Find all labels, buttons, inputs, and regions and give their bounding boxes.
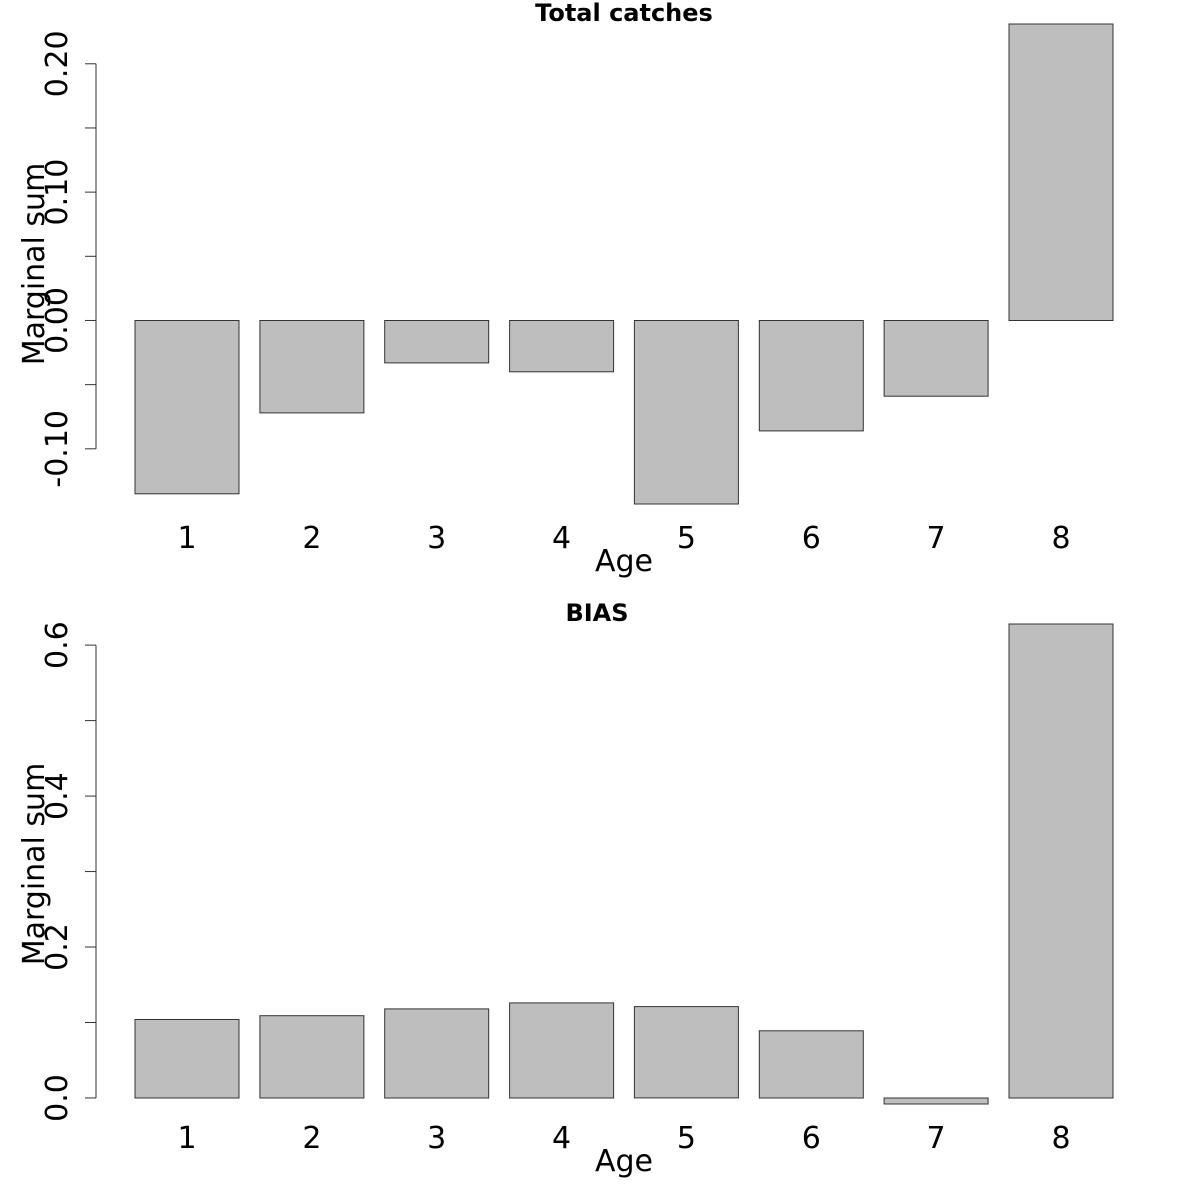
x-tick-label: 6 [802, 521, 821, 556]
y-tick-label: 0.20 [40, 30, 75, 97]
bar-age-4 [509, 1002, 615, 1099]
x-axis-tick-labels: 1 2 3 4 5 6 7 8 [177, 1121, 1070, 1156]
x-tick-label: 2 [302, 521, 321, 556]
y-tick-label: 0.6 [40, 621, 75, 669]
chart-title: Total catches [535, 0, 713, 27]
y-tick-label: 0.4 [40, 772, 75, 820]
y-tick-label: -0.10 [40, 410, 75, 488]
y-tick-label: 0.10 [40, 159, 75, 226]
bar-age-1 [134, 1019, 240, 1099]
bar-age-5 [633, 1006, 739, 1099]
chart-title: BIAS [565, 599, 628, 627]
bar-group [134, 623, 1114, 1105]
y-tick-label: 0.0 [40, 1074, 75, 1122]
bar-age-7 [883, 320, 989, 397]
x-tick-label: 4 [552, 521, 571, 556]
bar-age-5 [633, 320, 739, 505]
x-tick-label: 1 [177, 521, 196, 556]
y-axis: -0.10 0.00 0.10 0.20 [40, 30, 97, 488]
x-tick-label: 8 [1051, 521, 1070, 556]
x-tick-label: 5 [677, 521, 696, 556]
y-axis: 0.0 0.2 0.4 0.6 [40, 621, 97, 1122]
x-tick-label: 7 [927, 1121, 946, 1156]
y-tick-label: 0.2 [40, 923, 75, 971]
x-tick-label: 7 [927, 521, 946, 556]
bar-age-8 [1008, 23, 1114, 321]
x-tick-label: 3 [427, 1121, 446, 1156]
y-axis-label: Marginal sum [17, 163, 52, 366]
x-tick-label: 8 [1051, 1121, 1070, 1156]
bar-age-8 [1008, 623, 1114, 1099]
bar-age-2 [259, 320, 365, 414]
x-tick-label: 2 [302, 1121, 321, 1156]
y-axis-label: Marginal sum [17, 763, 52, 966]
x-tick-label: 4 [552, 1121, 571, 1156]
chart-panel-bias: BIAS Age Marginal sum 0.0 0.2 0.4 0.6 1 2 3 4 5… [17, 599, 1114, 1179]
y-tick-label: 0.00 [40, 287, 75, 354]
bar-age-2 [259, 1015, 365, 1099]
bar-age-1 [134, 320, 240, 495]
x-tick-label: 3 [427, 521, 446, 556]
bar-age-7 [883, 1097, 989, 1105]
x-tick-label: 6 [802, 1121, 821, 1156]
bar-age-3 [384, 1008, 490, 1099]
x-tick-label: 1 [177, 1121, 196, 1156]
bar-age-6 [758, 1030, 864, 1099]
chart-panel-total-catches: Total catches Age Marginal sum -0.10 0.00… [17, 0, 1114, 579]
bar-age-3 [384, 320, 490, 364]
bar-group [134, 23, 1114, 505]
x-axis-label: Age [595, 544, 653, 579]
x-axis-tick-labels: 1 2 3 4 5 6 7 8 [177, 521, 1070, 556]
bar-age-4 [509, 320, 615, 373]
bar-age-6 [758, 320, 864, 432]
x-tick-label: 5 [677, 1121, 696, 1156]
x-axis-label: Age [595, 1144, 653, 1179]
